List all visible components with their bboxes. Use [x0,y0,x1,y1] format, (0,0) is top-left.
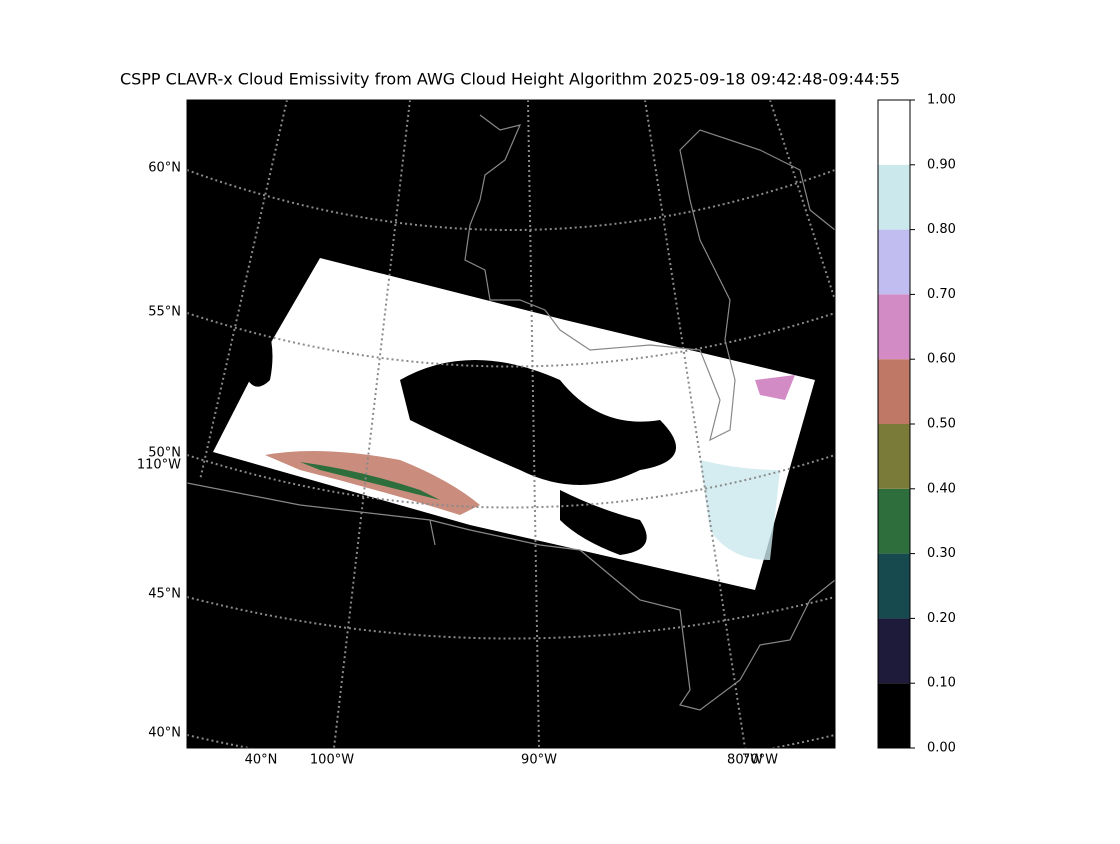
colorbar-segment [878,359,910,424]
meridian [333,100,411,748]
map-frame [186,99,836,749]
colorbar-tick-label: 0.00 [927,741,956,756]
colorbar-segment [878,164,910,230]
colorbar-tick-label: 0.70 [927,287,956,302]
colorbar-segment [878,294,910,360]
lat-label: 60°N [148,161,181,176]
cloud-strip [300,462,440,500]
figure-title: CSPP CLAVR-x Cloud Emissivity from AWG C… [120,70,900,89]
map [187,100,835,748]
colorbar-segment [878,100,910,165]
parallel [187,596,835,640]
border [429,519,436,546]
colorbar-tick-label: 0.80 [927,222,956,237]
colorbar-tick-label: 0.60 [927,352,956,367]
lat-label: 55°N [148,305,181,320]
meridian [769,100,835,301]
lat-label: 50°N [148,446,181,461]
lon-label: 90°W [521,753,557,768]
colorbar-segment [878,553,910,619]
colorbar-segment [878,683,910,748]
lon-label: 80°W [727,753,763,768]
colorbar-tick-label: 0.20 [927,611,956,626]
colorbar-segment [878,229,910,295]
colorbar-tick-label: 0.10 [927,676,956,691]
lat-label: 45°N [148,587,181,602]
colorbar-tick-label: 0.40 [927,481,956,496]
colorbar-tick-label: 0.30 [927,546,956,561]
colorbar: 0.00 0.10 0.20 0.30 0.40 0.50 0.60 0.70 0.80 0.90… [877,93,956,756]
clear-area [240,300,273,387]
colorbar-segment [878,424,910,489]
colorbar-tick-label: 0.50 [927,417,956,432]
colorbar-segment [878,488,910,554]
colorbar-tick-label: 1.00 [927,93,956,108]
meridian [527,100,540,748]
coastline [464,114,835,442]
clear-area [560,490,647,555]
lon-label: 70°W [742,753,778,768]
meridian [644,100,746,748]
clear-area [400,360,676,485]
lon-label: 100°W [310,753,354,768]
lon-label: 40°N [245,753,278,768]
lat-label: 40°N [148,726,181,741]
colorbar-tick-label: 0.90 [927,157,956,172]
colorbar-segment [878,618,910,684]
border [187,482,835,711]
lon-label: 110°W [137,458,181,473]
parallel [187,169,835,231]
cloud-strip [755,375,795,400]
